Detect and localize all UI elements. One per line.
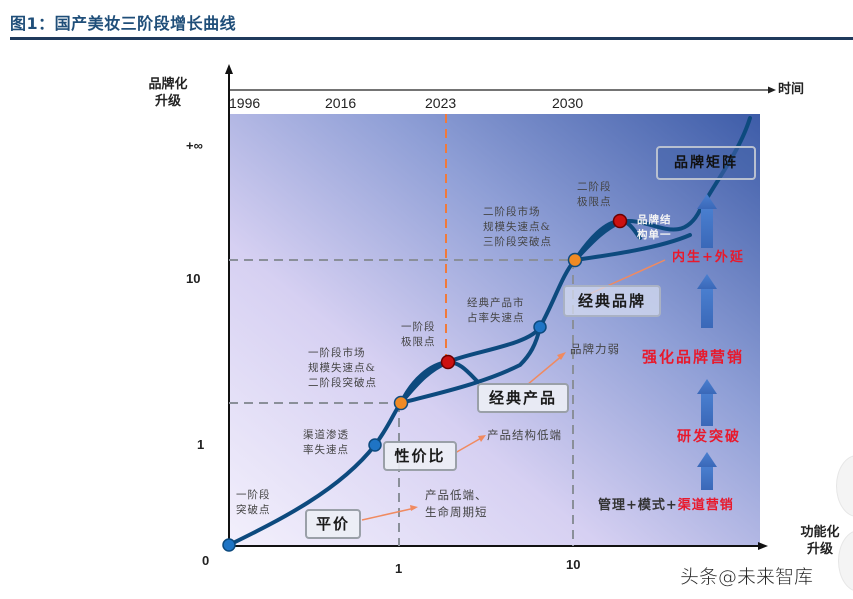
y-tick-0: 0 [202,553,210,568]
driver-rd-breakthrough: 研发突破 [677,429,741,445]
note-stage1-breakthrough: 一阶段 突破点 [236,489,271,516]
x-axis-arrow-icon [758,542,768,550]
plot-background [229,114,760,546]
note-channel-penetration: 渠道渗透 率失速点 [303,429,349,456]
dot-stage2-limit [612,213,628,229]
title-divider [10,37,853,40]
driver-internal-external: 内生+外延 [672,250,745,265]
stage2-entry-branch [399,325,542,405]
x-axis-label: 功能化 升级 [800,525,840,557]
driver-base-prefix: 管理+模式+ [598,498,678,513]
note-stage1-market: 一阶段市场 规模失速点& 二阶段突破点 [308,347,377,389]
up-arrow-icon [697,379,717,426]
year-2016: 2016 [325,95,357,111]
driver-base: 管理+模式+渠道营销 [598,494,734,513]
note-stage1-limit: 一阶段 极限点 [401,321,436,348]
stage-value-box: 性价比 [383,441,457,471]
y-tick-infinity: +∞ [186,138,203,153]
y-tick-10: 10 [186,271,201,286]
note-structure-low: 产品结构低端 [487,428,562,442]
pointer-arrow-heads [410,352,566,511]
watermark: 头条@未来智库 [680,566,814,589]
note-low-end: 产品低端、 生命周期短 [425,488,488,519]
year-2023: 2023 [425,95,457,111]
note-classic-share: 经典产品市 占率失速点 [467,297,525,324]
stage-parity-box: 平价 [305,509,361,539]
dot-stage1-breakthrough [222,538,236,552]
stage-classic-product-box: 经典产品 [477,383,569,413]
y-axis-label: 品牌化 升级 [148,77,188,109]
note-stage2-market: 二阶段市场 规模失速点& 三阶段突破点 [483,206,552,248]
driver-base-highlight: 渠道营销 [677,498,734,513]
year-1996: 1996 [229,95,261,111]
x-tick-1: 1 [395,561,403,576]
time-axis-arrow-icon [768,86,776,94]
time-axis-label: 时间 [778,82,805,97]
year-2030: 2030 [552,95,584,111]
dot-channel-penetration [368,438,382,452]
up-arrow-icon [697,274,717,328]
dot-stage3-breakthrough [567,252,583,268]
note-brand-single: 品牌结 构单一 [637,214,672,241]
up-arrow-icon [697,452,717,490]
up-arrow-icon [697,194,717,248]
figure-title: 图1：国产美妆三阶段增长曲线 [10,14,237,33]
stage3-entry-branch [573,233,692,262]
stage-brand-matrix-box: 品牌矩阵 [656,146,756,180]
y-tick-1: 1 [197,437,205,452]
dot-stage1-limit [440,354,456,370]
driver-brand-marketing: 强化品牌营销 [642,348,745,366]
stage-classic-brand-box: 经典品牌 [563,285,661,317]
x-tick-10: 10 [566,557,581,572]
note-stage2-limit: 二阶段 极限点 [577,181,612,208]
note-brand-weak: 品牌力弱 [570,342,620,356]
dot-stage2-breakthrough [393,395,409,411]
dot-classic-share [533,320,547,334]
y-axis-arrow-icon [225,64,233,74]
